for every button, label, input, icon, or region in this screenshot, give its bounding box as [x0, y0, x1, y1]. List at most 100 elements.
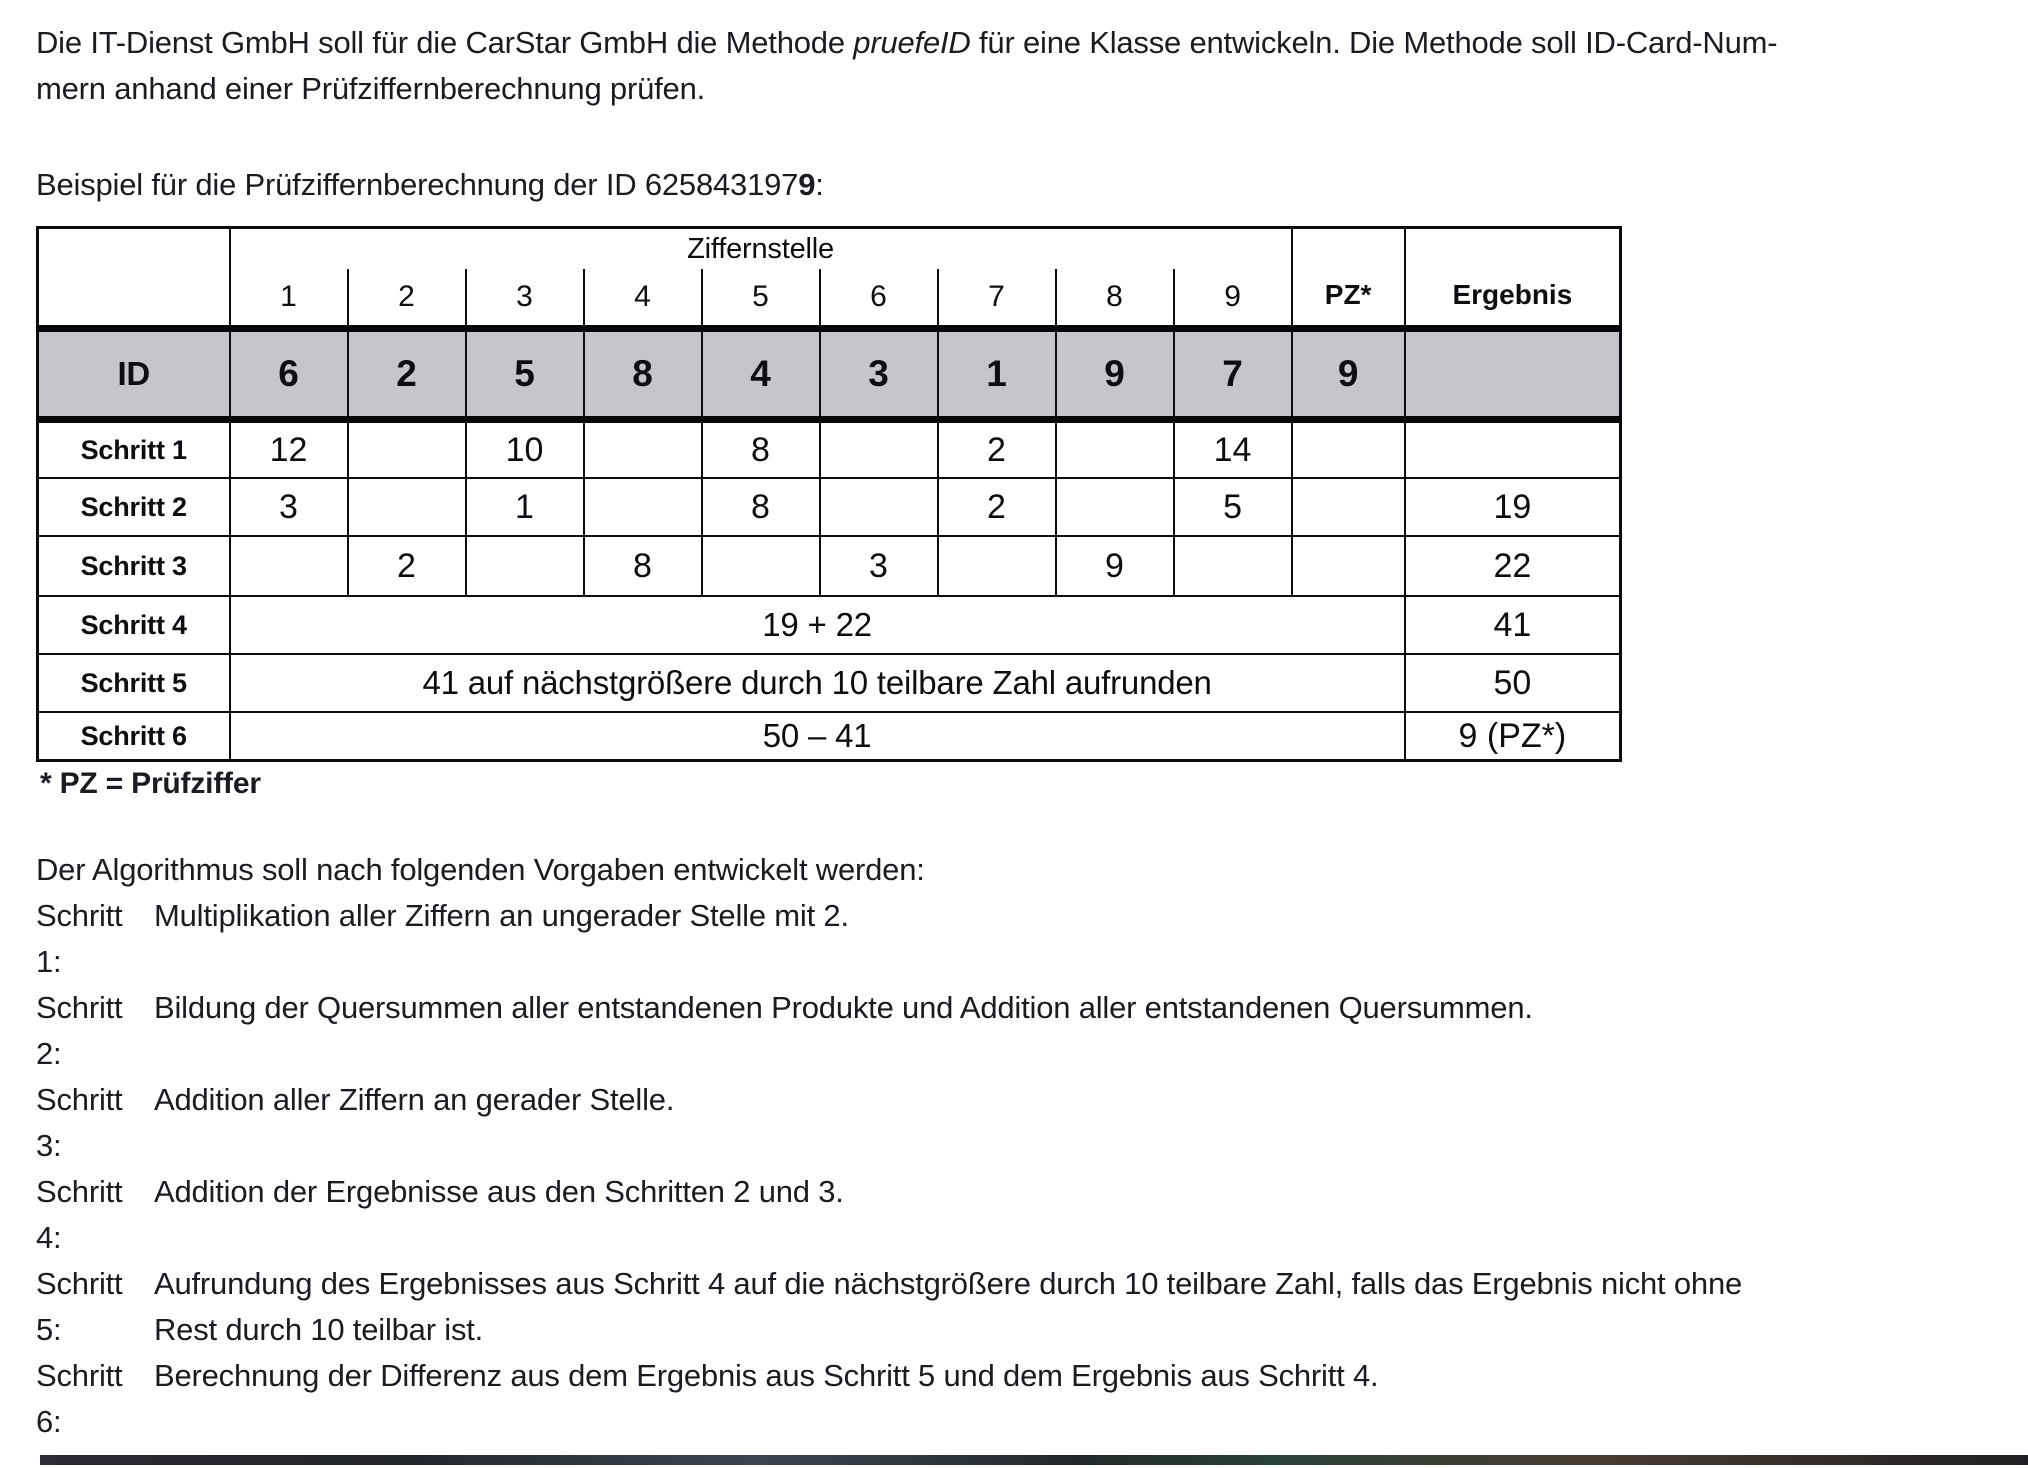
table-header-row-1: Ziffernstelle PZ* Ergebnis [36, 226, 1622, 330]
id-row-label: ID [36, 325, 231, 423]
pz-cell [1290, 418, 1406, 479]
value-cell: 3 [818, 535, 939, 597]
check-digit-calculation-table: Ziffernstelle PZ* Ergebnis 1 2 3 4 5 6 7… [36, 226, 1623, 762]
header-digit-col: 7 [936, 269, 1057, 330]
example-pre: Beispiel für die Prüfziffernberechnung d… [36, 167, 799, 202]
algorithm-steps-list: Schritt 1: Multiplikation aller Ziffern … [36, 893, 1998, 1445]
algorithm-step: Schritt 6: Berechnung der Differenz aus … [36, 1353, 1998, 1445]
header-ziffernstelle: Ziffernstelle [228, 226, 1293, 269]
header-digit-col: 3 [464, 269, 585, 330]
row-label: Schritt 4 [36, 595, 231, 655]
example-check-digit-bold: 9 [798, 167, 816, 202]
value-cell [582, 418, 703, 479]
method-name-italic: pruefeID [853, 25, 971, 60]
table-row-schritt-1: Schritt 1 12 10 8 2 14 [36, 418, 1622, 479]
value-cell: 2 [346, 535, 467, 597]
step-label: Schritt 3: [36, 1082, 123, 1163]
value-cell: 2 [936, 477, 1057, 537]
step-label: Schritt 1: [36, 898, 123, 979]
header-ergebnis: Ergebnis [1403, 226, 1622, 330]
value-cell: 8 [700, 477, 821, 537]
table-header-row-2: 1 2 3 4 5 6 7 8 9 [38, 269, 1621, 330]
value-cell [1054, 418, 1175, 479]
span-expression-cell: 50 – 41 [228, 711, 1406, 762]
value-cell: 8 [700, 418, 821, 479]
id-ergebnis-cell [1403, 325, 1622, 423]
header-digit-col: 5 [700, 269, 821, 330]
header-digit-col: 9 [1172, 269, 1293, 330]
value-cell [700, 535, 821, 597]
step-text: Addition aller Ziffern an gerader Stelle… [154, 1082, 675, 1117]
ergebnis-cell [1403, 418, 1622, 479]
id-digit-cell: 4 [700, 325, 821, 423]
header-digit-col: 1 [228, 269, 349, 330]
id-digit-cell: 8 [582, 325, 703, 423]
id-digit-cell: 6 [228, 325, 349, 423]
example-post: : [815, 167, 824, 202]
row-label: Schritt 1 [36, 418, 231, 479]
table-row-schritt-2: Schritt 2 3 1 8 2 5 19 [36, 477, 1622, 537]
algorithm-step: Schritt 3: Addition aller Ziffern an ger… [36, 1077, 1998, 1169]
value-cell: 12 [228, 418, 349, 479]
value-cell: 9 [1054, 535, 1175, 597]
algorithm-step: Schritt 5: Aufrundung des Ergebnisses au… [36, 1261, 1998, 1353]
value-cell [936, 535, 1057, 597]
step-text-line: Aufrundung des Ergebnisses aus Schritt 4… [154, 1266, 1743, 1301]
value-cell [818, 477, 939, 537]
value-cell [1054, 477, 1175, 537]
value-cell: 10 [464, 418, 585, 479]
value-cell [818, 418, 939, 479]
value-cell: 5 [1172, 477, 1293, 537]
ergebnis-cell: 41 [1403, 595, 1622, 655]
pz-cell [1290, 535, 1406, 597]
step-label: Schritt 5: [36, 1266, 123, 1347]
value-cell [346, 477, 467, 537]
pz-cell [1290, 477, 1406, 537]
value-cell [464, 535, 585, 597]
intro-line1-post: für eine Klasse entwickeln. Die Methode … [970, 25, 1778, 60]
value-cell: 14 [1172, 418, 1293, 479]
header-digit-col: 8 [1054, 269, 1175, 330]
ergebnis-cell: 50 [1403, 653, 1622, 713]
id-pz-cell: 9 [1290, 325, 1406, 423]
header-digit-col: 2 [346, 269, 467, 330]
table-footnote: * PZ = Prüfziffer [40, 767, 261, 800]
value-cell [228, 535, 349, 597]
id-digit-cell: 7 [1172, 325, 1293, 423]
row-label: Schritt 2 [36, 477, 231, 537]
value-cell: 1 [464, 477, 585, 537]
id-digit-cell: 2 [346, 325, 467, 423]
value-cell [346, 418, 467, 479]
step-text: Berechnung der Differenz aus dem Ergebni… [154, 1358, 1379, 1393]
step-text-line: Rest durch 10 teilbar ist. [154, 1312, 484, 1347]
header-digit-col: 4 [582, 269, 703, 330]
step-text: Multiplikation aller Ziffern an ungerade… [154, 898, 849, 933]
ergebnis-cell: 9 (PZ*) [1403, 711, 1622, 762]
step-label: Schritt 2: [36, 990, 123, 1071]
table-row-schritt-6: Schritt 6 50 – 41 9 (PZ*) [36, 711, 1622, 762]
value-cell [582, 477, 703, 537]
algorithm-step: Schritt 1: Multiplikation aller Ziffern … [36, 893, 1998, 985]
table-row-schritt-3: Schritt 3 2 8 3 9 22 [36, 535, 1622, 597]
row-label: Schritt 5 [36, 653, 231, 713]
header-pz: PZ* [1290, 226, 1406, 330]
span-expression-cell: 19 + 22 [228, 595, 1406, 655]
step-text: Aufrundung des Ergebnisses aus Schritt 4… [154, 1261, 1998, 1353]
value-cell: 2 [936, 418, 1057, 479]
step-text: Bildung der Quersummen aller entstandene… [154, 990, 1533, 1025]
value-cell [1172, 535, 1293, 597]
table-row-schritt-5: Schritt 5 41 auf nächstgrößere durch 10 … [36, 653, 1622, 713]
header-digit-col: 6 [818, 269, 939, 330]
row-label: Schritt 6 [36, 711, 231, 762]
intro-line1-pre: Die IT-Dienst GmbH soll für die CarStar … [36, 25, 854, 60]
step-label: Schritt 4: [36, 1174, 123, 1255]
example-caption: Beispiel für die Prüfziffernberechnung d… [36, 162, 1998, 208]
id-digit-cell: 5 [464, 325, 585, 423]
step-text: Addition der Ergebnisse aus den Schritte… [154, 1174, 844, 1209]
page-bottom-scan-edge [40, 1455, 2028, 1465]
row-label: Schritt 3 [36, 535, 231, 597]
id-digit-cell: 3 [818, 325, 939, 423]
step-label: Schritt 6: [36, 1358, 123, 1439]
id-digit-cell: 1 [936, 325, 1057, 423]
